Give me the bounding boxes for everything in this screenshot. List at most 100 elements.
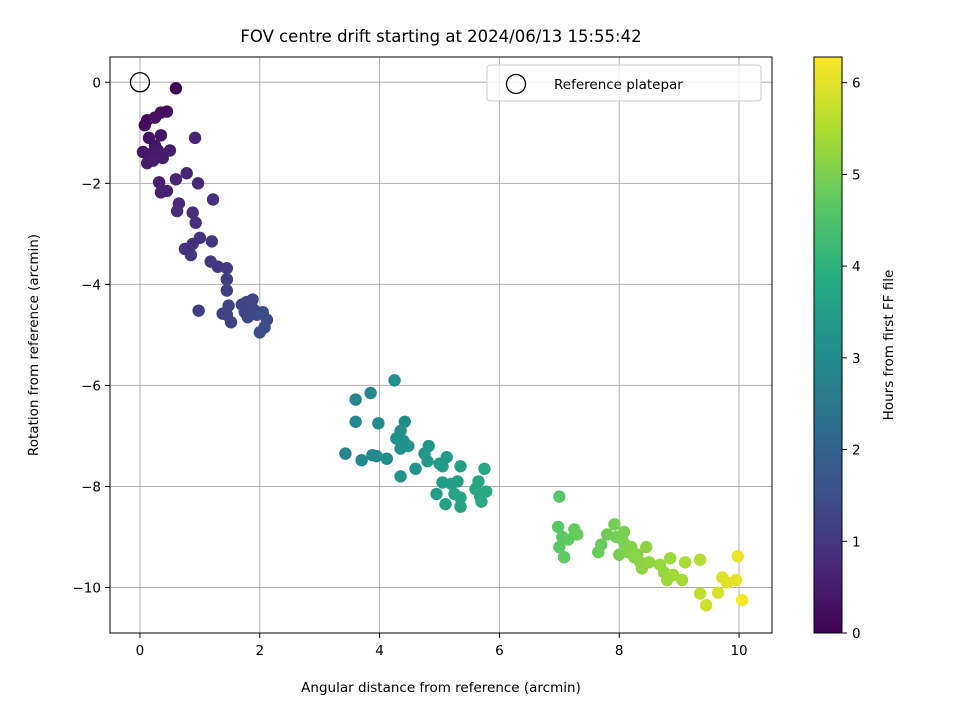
colorbar: 0 1 2 3 4 5 6 Hours from first FF file [813,56,897,642]
data-point [430,487,443,501]
data-point [551,520,565,534]
reference-platepar-marker [129,72,151,93]
data-point [480,485,493,498]
colorbar-tick-label: 1 [852,534,861,550]
y-axis-label: Rotation from reference (arcmin) [26,234,42,456]
data-point [169,82,183,95]
data-point [372,417,385,430]
data-point [394,470,407,483]
data-point [220,262,234,275]
x-tick-label: 8 [615,643,624,659]
data-point [639,540,653,554]
data-point [595,538,608,551]
data-point [731,550,745,563]
data-point [475,495,488,508]
data-point [152,176,166,189]
data-point [253,326,266,339]
data-point [642,556,656,569]
x-tick-label: 4 [375,643,384,659]
legend: Reference platepar [486,64,762,102]
legend-entry-reference: Reference platepar [554,77,683,93]
colorbar-tick-label: 4 [852,259,861,275]
reference-marker-layer [129,72,151,93]
x-axis-label: Angular distance from reference (arcmin) [301,680,581,696]
data-point [454,491,467,504]
data-point [571,528,584,541]
y-tick-label: −10 [73,581,102,597]
data-point [163,144,177,157]
data-point [735,593,749,607]
data-point [191,177,205,190]
data-point [729,573,743,587]
data-point [189,216,202,229]
colorbar-gradient [814,57,842,633]
data-point [220,284,234,297]
data-point [454,460,467,473]
data-point [663,552,677,565]
data-point [192,304,205,317]
colorbar-tick-label: 2 [852,443,861,459]
data-point [421,455,434,468]
data-point [562,533,575,546]
data-point [186,206,199,219]
data-point [388,374,401,387]
legend-reference-marker [505,73,527,95]
data-point [451,475,464,488]
data-point [364,386,377,400]
colorbar-tick-label: 0 [852,626,861,642]
data-point [160,105,174,118]
data-point [220,273,234,286]
data-points [136,82,749,612]
data-point [170,204,184,218]
legend-box [486,64,762,102]
y-tick-label: −8 [81,479,101,495]
plot-frame [109,56,773,634]
data-point [402,439,415,453]
data-point [666,568,680,582]
data-point [193,231,207,245]
colorbar-ticks: 0 1 2 3 4 5 6 [842,76,861,642]
data-point [370,449,383,463]
chart-title: FOV centre drift starting at 2024/06/13 … [240,27,641,46]
data-point [553,540,566,554]
x-tick-label: 2 [255,643,264,659]
data-point [246,293,259,306]
data-point [169,173,183,186]
data-point [205,235,219,248]
colorbar-tick-label: 6 [852,76,861,92]
x-tick-label: 6 [495,643,504,659]
data-point [693,587,707,600]
x-axis-ticks: 0 2 4 6 8 10 [136,633,748,659]
data-point [711,586,725,599]
data-point [148,111,162,124]
data-point [409,462,422,475]
data-point [355,454,368,467]
data-point [678,556,692,569]
x-tick-label: 0 [136,643,145,659]
y-tick-label: −2 [81,176,101,192]
data-point [206,193,220,206]
data-point [440,450,453,464]
data-point [454,500,467,513]
data-point [675,573,689,587]
y-axis-ticks: 0 −2 −4 −6 −8 −10 [73,75,110,597]
data-point [557,551,571,564]
data-point [693,553,707,566]
y-tick-label: 0 [92,75,101,91]
colorbar-frame [813,56,843,634]
data-point [472,475,485,488]
data-point [699,599,713,612]
colorbar-tick-label: 3 [852,351,861,367]
data-point [146,154,160,167]
data-point [154,129,168,142]
data-point [608,518,621,531]
data-point [224,316,238,329]
data-point [180,167,193,180]
colorbar-label: Hours from first FF file [881,270,897,421]
data-point [617,525,631,539]
data-point [422,439,435,453]
data-point [339,447,352,460]
data-point [349,393,362,406]
data-point [478,462,491,475]
